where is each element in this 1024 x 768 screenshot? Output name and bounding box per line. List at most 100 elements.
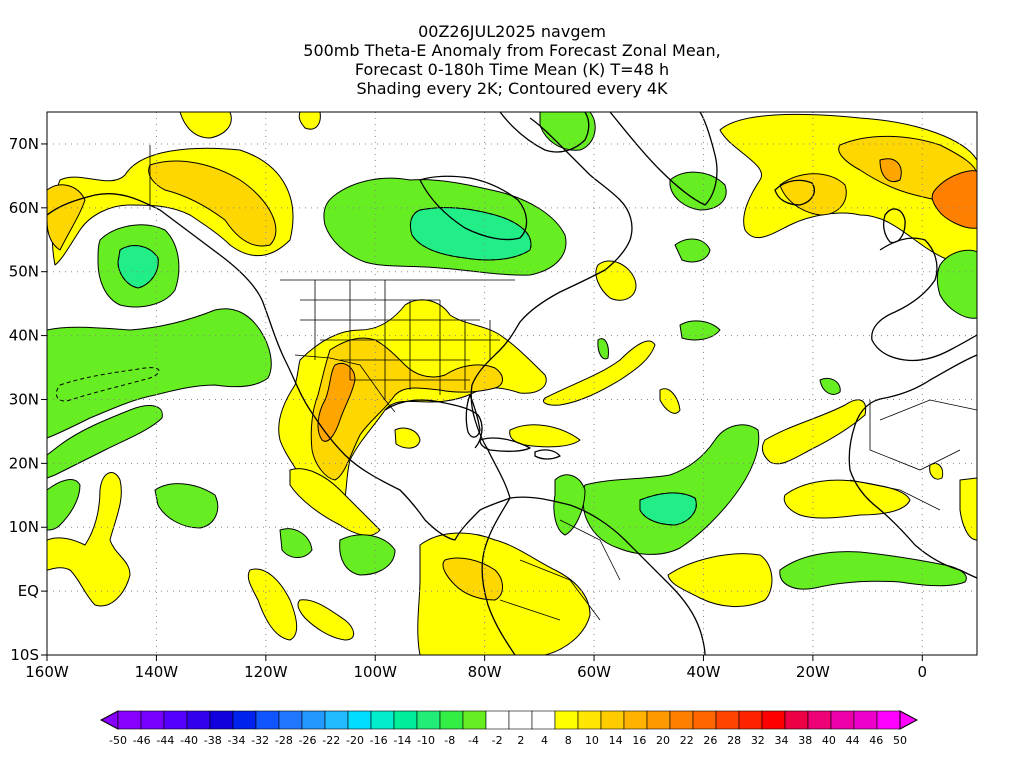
negative-anomaly-gulf-guinea	[779, 551, 967, 590]
contour-pacific	[55, 367, 160, 402]
colorbar-label: -4	[468, 734, 479, 747]
colorbar-swatch	[807, 710, 832, 730]
contour-atlantic	[639, 492, 697, 526]
coast-south-america	[481, 496, 706, 655]
colorbar-label: 26	[703, 734, 717, 747]
colorbar-label: 2	[517, 734, 524, 747]
colorbar-swatch	[646, 710, 671, 730]
coast-uk	[883, 208, 906, 244]
border-states-2	[314, 280, 491, 400]
positive-anomaly-atlantic-band	[543, 340, 656, 406]
colorbar-swatch	[370, 710, 395, 730]
negative-anomaly-pacific-eq	[339, 534, 396, 576]
colorbar-swatch	[508, 710, 533, 730]
colorbar-label: -20	[346, 734, 364, 747]
colorbar-arrow-right	[899, 710, 919, 730]
colorbar-swatch	[439, 710, 464, 730]
negative-anomaly-pacific-south	[279, 528, 313, 558]
x-axis: 160W 140W 120W 100W 80W 60W 40W 20W 0	[25, 655, 927, 681]
colorbar-label: 10	[585, 734, 599, 747]
negative-anomaly-europe	[936, 249, 977, 319]
chart-title: 00Z26JUL2025 navgem 500mb Theta-E Anomal…	[0, 22, 1024, 98]
negative-anomaly-pacific-band	[47, 405, 163, 479]
negative-contours	[55, 207, 697, 526]
colorbar-label: -38	[204, 734, 222, 747]
colorbar-swatch	[577, 710, 602, 730]
negative-anomaly-canaries	[819, 377, 841, 395]
colorbar-label: 44	[846, 734, 860, 747]
colorbar-label: 14	[609, 734, 623, 747]
coast-greenland	[609, 112, 718, 206]
coast-europe	[871, 237, 977, 362]
colorbar-label: 38	[798, 734, 812, 747]
coast-north-america	[47, 117, 633, 541]
coast-hispaniola	[534, 449, 561, 460]
positive-anomaly-caribbean-2	[509, 424, 581, 448]
x-tick-label: 160W	[25, 663, 69, 681]
colorbar-swatch	[186, 710, 211, 730]
colorbar-label: 34	[775, 734, 789, 747]
colorbar-label: -26	[299, 734, 317, 747]
positive-anomaly-north-small	[298, 112, 321, 130]
colorbar-label: -28	[275, 734, 293, 747]
title-line-2: 500mb Theta-E Anomaly from Forecast Zona…	[303, 41, 721, 60]
positive-anomaly-atlantic-small	[659, 388, 681, 414]
positive-anomaly-mexico-south	[289, 468, 381, 536]
colorbar-label: -46	[133, 734, 151, 747]
political-borders	[149, 145, 977, 621]
colorbar-swatch	[623, 710, 648, 730]
colorbar-arrow-left	[99, 710, 119, 730]
anomaly-shading	[47, 112, 977, 655]
y-tick-label: 40N	[9, 327, 39, 345]
positive-anomaly-caribbean-1	[394, 427, 421, 449]
y-tick-label: 50N	[9, 263, 39, 281]
colorbar-label: 8	[565, 734, 572, 747]
colorbar: -50 -46 -44 -40 -38 -34 -32 -28 -26 -22 -20 -16 -14-…	[99, 710, 919, 747]
colorbar-label: 16	[632, 734, 646, 747]
positive-anomaly-newfoundland	[595, 260, 637, 301]
colorbar-label: 40	[822, 734, 836, 747]
colorbar-label: 4	[541, 734, 548, 747]
map-frame	[46, 111, 978, 656]
colorbar-swatch	[324, 710, 349, 730]
positive-anomaly-scandinavia	[931, 170, 977, 229]
colorbar-label: -8	[444, 734, 455, 747]
coast-cuba	[479, 437, 531, 452]
title-line-1: 00Z26JUL2025 navgem	[418, 22, 606, 41]
x-tick-label: 20W	[796, 663, 830, 681]
x-tick-label: 140W	[135, 663, 179, 681]
positive-anomaly-africa-small	[929, 463, 944, 480]
negative-anomaly-pacific-mid	[154, 483, 219, 529]
contour-canada	[409, 207, 532, 261]
coast-gulf-of-mexico	[384, 399, 483, 449]
weather-map: 160W 140W 120W 100W 80W 60W 40W 20W 0 10S EQ 10N 20…	[9, 111, 978, 681]
positive-anomaly-alaska-core	[148, 160, 277, 247]
colorbar-label: 22	[680, 734, 694, 747]
colorbar-label: 28	[727, 734, 741, 747]
x-tick-label: 80W	[468, 663, 502, 681]
y-tick-label: 10N	[9, 518, 39, 536]
coastlines	[47, 112, 977, 655]
title-line-4: Shading every 2K; Contoured every 4K	[356, 79, 668, 98]
positive-anomaly-pacific-center-2	[297, 599, 355, 641]
border-south-america	[499, 519, 621, 621]
x-tick-label: 120W	[244, 663, 288, 681]
positive-anomaly-equatorial-atlantic	[667, 553, 773, 608]
negative-anomaly-hudson-strait	[539, 112, 596, 151]
colorbar-swatch	[715, 710, 740, 730]
y-tick-label: 60N	[9, 199, 39, 217]
positive-anomaly-greenland-orange	[879, 158, 902, 183]
border-africa	[849, 399, 977, 511]
colorbar-swatch	[669, 710, 694, 730]
negative-anomaly-east-pacific	[47, 308, 272, 439]
border-us-mexico	[294, 354, 396, 413]
y-tick-label: 10S	[10, 646, 39, 664]
x-tick-label: 0	[918, 663, 928, 681]
positive-anomaly-mexico-orange	[317, 363, 356, 442]
colorbar-label: -40	[180, 734, 198, 747]
contour-gulf	[117, 245, 159, 289]
colorbar-swatch	[117, 710, 142, 730]
colorbar-swatch	[876, 710, 901, 730]
positive-anomaly-pacific-center	[247, 568, 298, 641]
colorbar-label: -22	[322, 734, 340, 747]
